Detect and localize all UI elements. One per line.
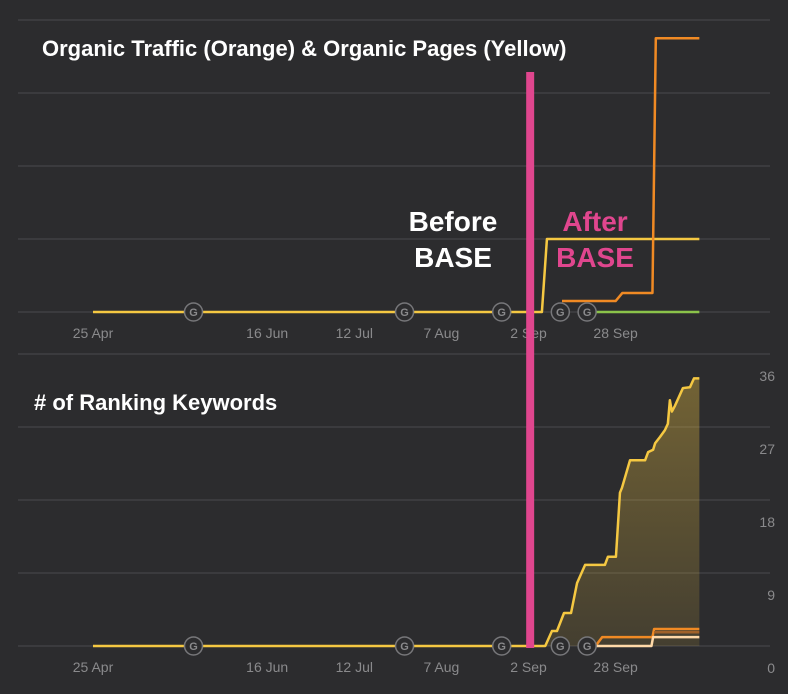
google-update-marker: G: [183, 636, 204, 656]
before-base-label: Before BASE: [380, 204, 526, 276]
series-line-organic-traffic: [562, 37, 700, 303]
google-marker-letter: G: [189, 641, 198, 653]
y-tick-label: 18: [759, 514, 775, 530]
google-marker-letter: G: [583, 307, 592, 319]
y-tick-label: 36: [759, 368, 775, 384]
x-tick-label: 12 Jul: [336, 325, 373, 341]
before-line1: Before: [408, 206, 498, 237]
series-line-keywords: [93, 377, 700, 648]
google-marker-circle: [491, 636, 512, 656]
x-tick-label: 7 Aug: [423, 659, 459, 675]
x-tick-label: 7 Aug: [423, 325, 459, 341]
google-marker-letter: G: [189, 307, 198, 319]
x-tick-label: 12 Jul: [336, 659, 373, 675]
google-marker-letter: G: [556, 307, 565, 319]
google-marker-letter: G: [400, 641, 409, 653]
google-marker-letter: G: [583, 641, 592, 653]
x-tick-label: 16 Jun: [246, 325, 288, 341]
google-update-marker: G: [491, 302, 512, 322]
base-launch-divider: [526, 72, 535, 648]
x-tick-label: 28 Sep: [593, 659, 638, 675]
google-marker-circle: [394, 636, 415, 656]
series-line-organic-pages: [93, 237, 700, 314]
google-marker-circle: [550, 636, 571, 656]
google-update-marker: G: [550, 302, 571, 322]
series-area: [93, 378, 700, 646]
x-tick-label: 16 Jun: [246, 659, 288, 675]
y-tick-label: 27: [759, 441, 775, 457]
google-update-marker: G: [183, 302, 204, 322]
after-base-label: After BASE: [522, 204, 668, 276]
y-tick-label: 9: [767, 587, 775, 603]
google-marker-letter: G: [400, 307, 409, 319]
x-tick-label: 25 Apr: [73, 325, 114, 341]
google-update-marker: G: [491, 636, 512, 656]
before-line2: BASE: [414, 242, 492, 273]
after-line1: After: [562, 206, 628, 237]
google-marker-letter: G: [497, 641, 506, 653]
google-marker-circle: [491, 302, 512, 322]
google-marker-circle: [394, 302, 415, 322]
y-tick-label: 0: [767, 660, 775, 676]
google-update-marker: G: [394, 302, 415, 322]
google-update-marker: G: [394, 636, 415, 656]
google-marker-circle: [183, 302, 204, 322]
x-tick-label: 25 Apr: [73, 659, 114, 675]
google-update-marker: G: [550, 636, 571, 656]
series-line-keywords-light-: [595, 635, 700, 648]
google-marker-circle: [577, 302, 597, 322]
google-update-marker: G: [577, 302, 597, 322]
google-marker-circle: [577, 636, 597, 656]
after-line2: BASE: [556, 242, 634, 273]
google-update-marker: G: [577, 636, 597, 656]
google-marker-letter: G: [556, 641, 565, 653]
chart-title-traffic: Organic Traffic (Orange) & Organic Pages…: [42, 36, 566, 61]
google-marker-circle: [550, 302, 571, 322]
x-tick-label: 28 Sep: [593, 325, 638, 341]
google-marker-letter: G: [497, 307, 506, 319]
x-tick-label: 2 Sep: [510, 659, 547, 675]
chart-title-keywords: # of Ranking Keywords: [34, 390, 277, 415]
google-marker-circle: [183, 636, 204, 656]
